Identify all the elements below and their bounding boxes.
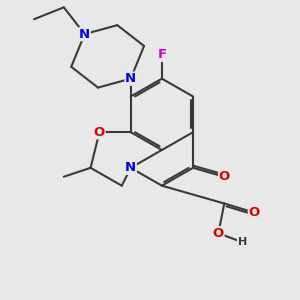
Text: H: H <box>238 237 247 247</box>
Text: O: O <box>219 170 230 183</box>
Text: O: O <box>248 206 260 219</box>
Text: N: N <box>125 161 136 174</box>
Text: O: O <box>213 227 224 240</box>
Text: N: N <box>79 28 90 40</box>
Text: O: O <box>94 126 105 139</box>
Text: F: F <box>157 48 167 62</box>
Text: N: N <box>125 72 136 85</box>
